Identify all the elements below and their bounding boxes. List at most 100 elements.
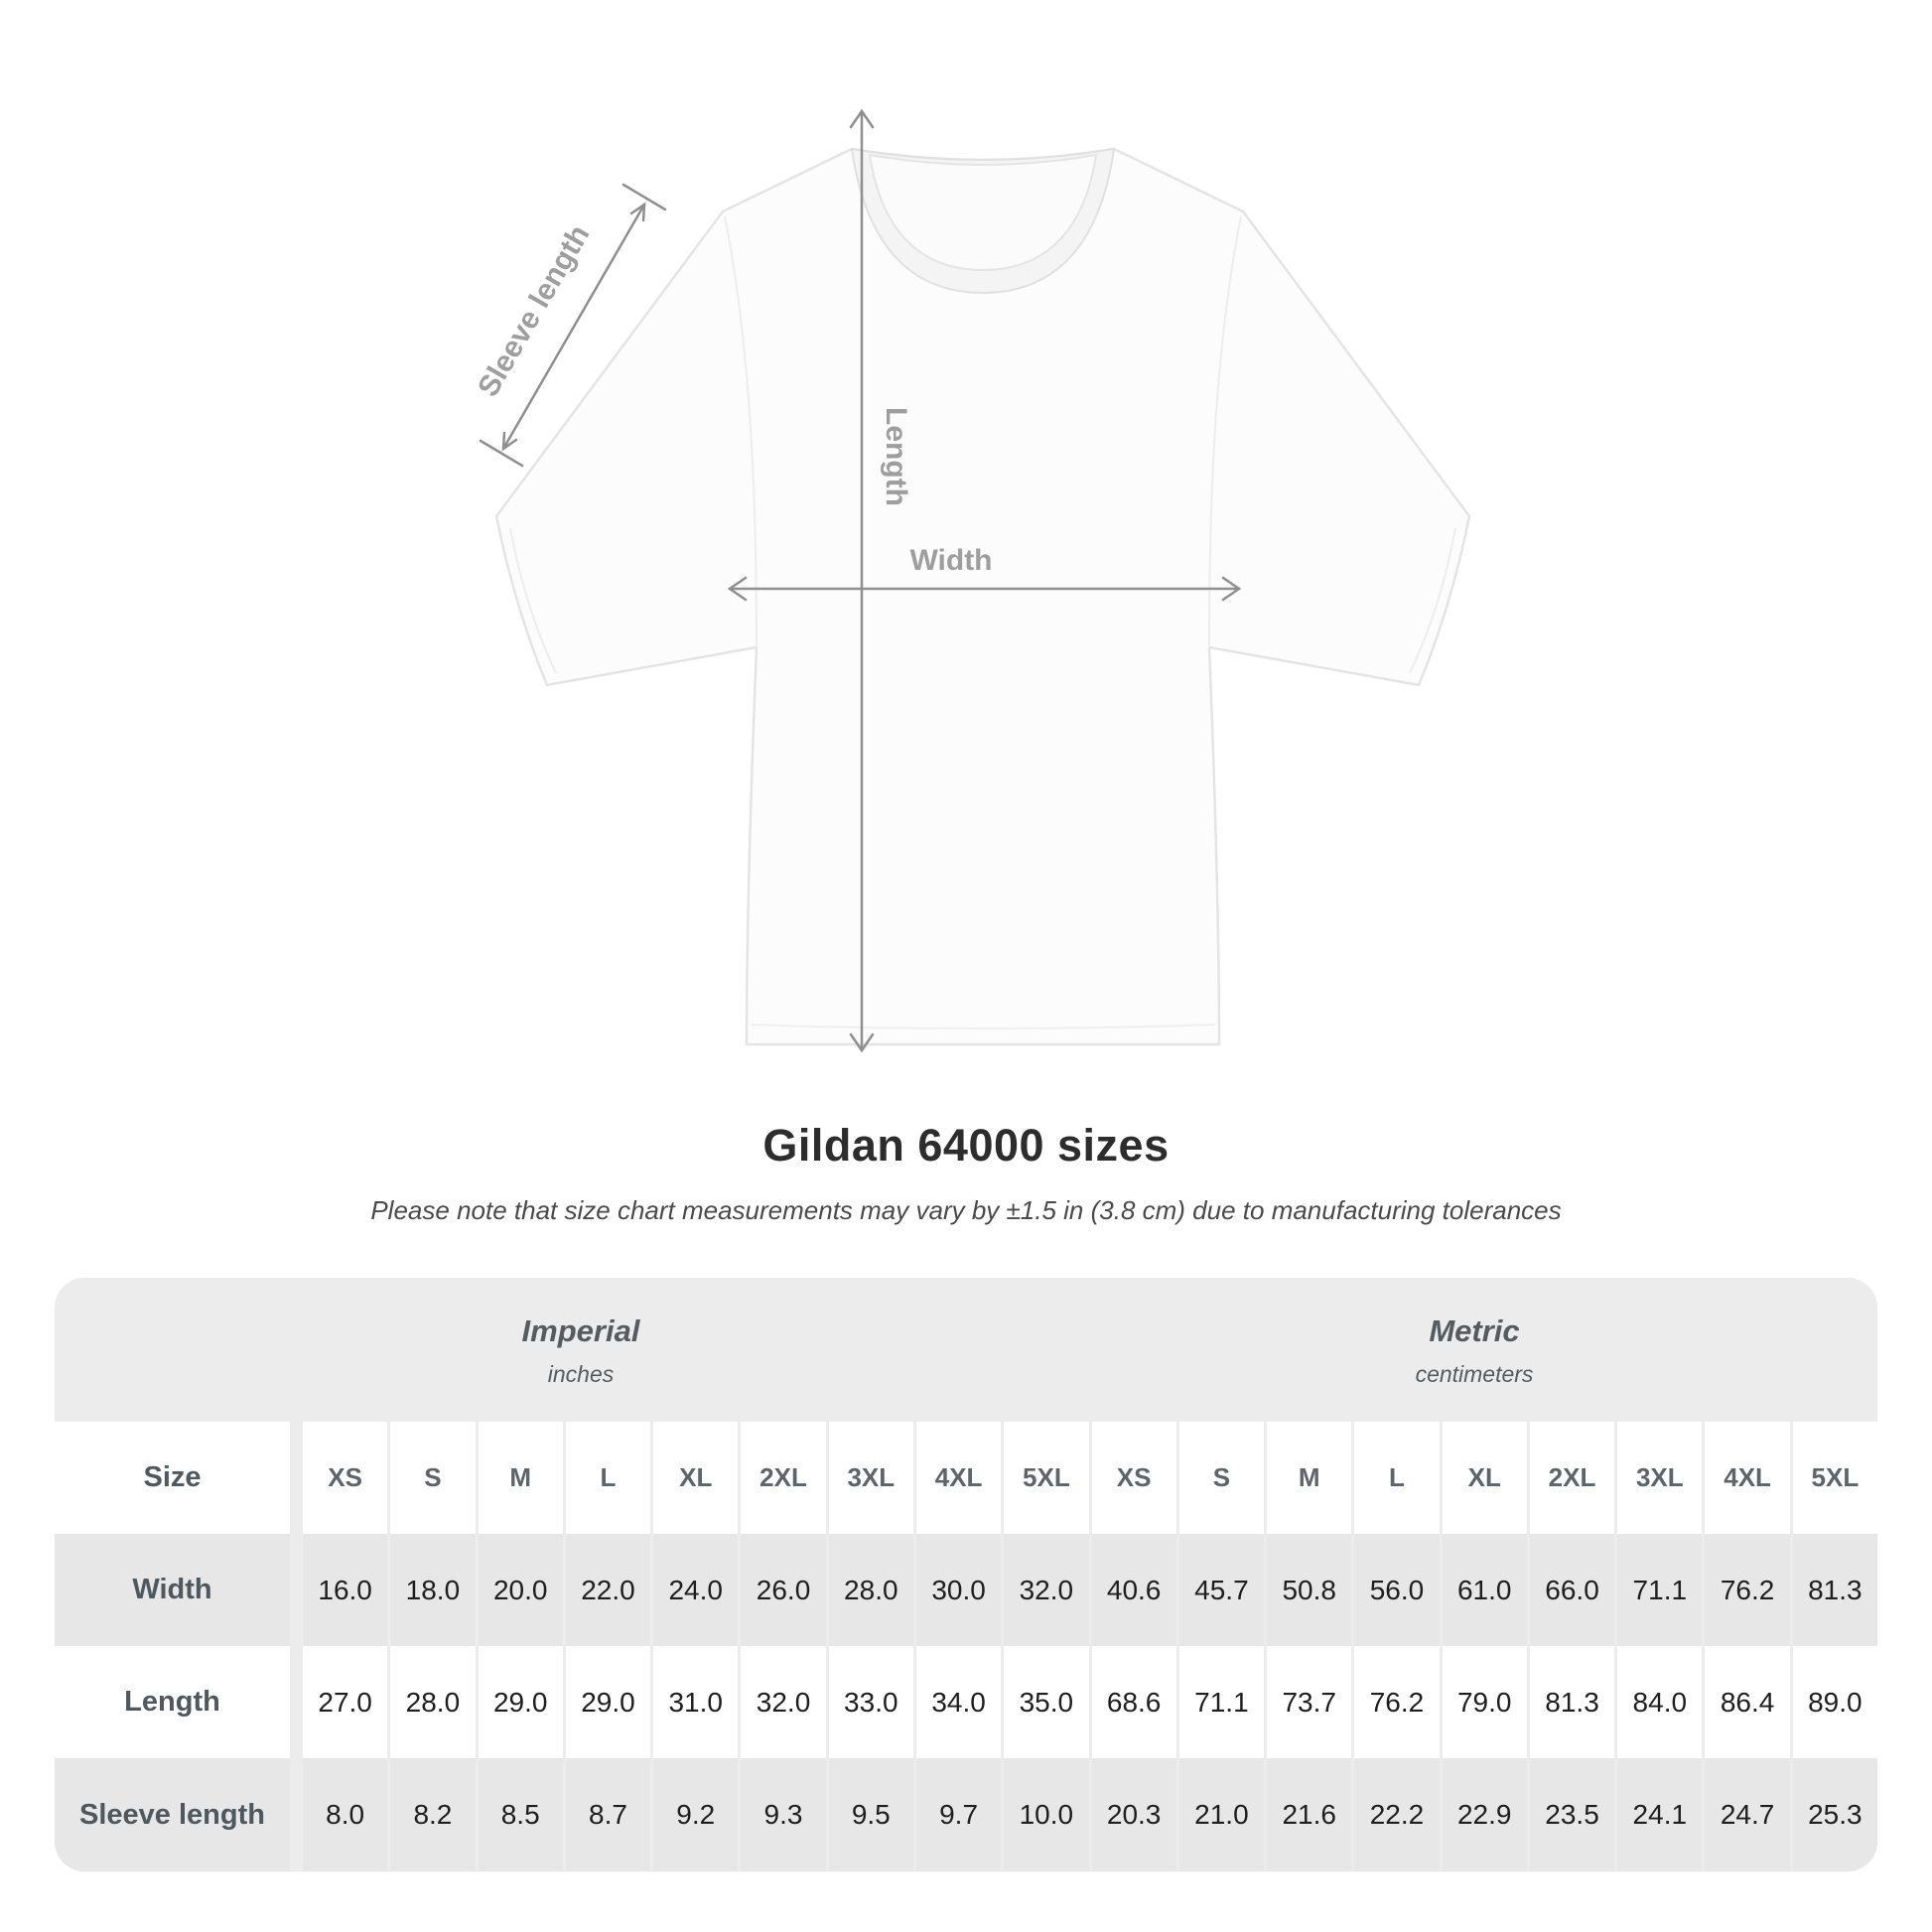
measurement-cell: 73.7 [1267,1646,1352,1758]
size-header-cell: L [565,1422,651,1534]
measurement-cell: 22.0 [565,1534,651,1646]
measurement-cell: 27.0 [303,1646,388,1758]
width-dimension-arrow [727,576,1242,602]
measurement-cell: 29.0 [478,1646,563,1758]
measurement-cell: 32.0 [1004,1534,1089,1646]
tshirt-measurement-diagram: Sleeve length Length Width [472,108,1471,1053]
measurement-cell: 16.0 [303,1534,388,1646]
size-header-cell: S [390,1422,476,1534]
measurement-cell: 71.1 [1617,1534,1703,1646]
metric-heading: Metric [1429,1313,1520,1348]
measurement-cell: 30.0 [915,1534,1002,1646]
measurement-cell: 71.1 [1178,1646,1265,1758]
measurement-cell: 10.0 [1004,1758,1089,1871]
measurement-cell: 33.0 [828,1646,913,1758]
size-header-cell: 3XL [828,1422,913,1534]
measurement-cell: 81.3 [1792,1534,1877,1646]
measurement-cell: 50.8 [1267,1534,1352,1646]
measurement-cell: 9.3 [741,1758,826,1871]
measurement-cell: 35.0 [1004,1646,1089,1758]
measurement-cell: 25.3 [1792,1758,1877,1871]
imperial-unit-group: Imperial inches [283,1278,879,1388]
size-header-cell: S [1178,1422,1265,1534]
tolerance-note: Please note that size chart measurements… [370,1195,1562,1225]
measurement-cell: 79.0 [1442,1646,1527,1758]
tshirt-photo [494,147,1471,1046]
size-header-cell: 5XL [1004,1422,1089,1534]
measurement-cell: 56.0 [1354,1534,1440,1646]
measurement-cell: 26.0 [741,1534,826,1646]
width-row-label: Width [55,1534,300,1646]
measurement-cell: 61.0 [1442,1534,1527,1646]
length-row-label: Length [55,1646,300,1758]
sleeve-seam-left [724,215,758,648]
size-header-cell: XS [1091,1422,1176,1534]
size-row-label: Size [55,1422,300,1534]
measurement-cell: 9.5 [828,1758,913,1871]
measurement-cell: 66.0 [1529,1534,1615,1646]
measurement-cell: 28.0 [390,1646,476,1758]
measurement-cell: 9.2 [653,1758,739,1871]
measurement-cell: 24.0 [653,1534,739,1646]
measurement-cell: 18.0 [390,1534,476,1646]
size-header-cell: L [1354,1422,1440,1534]
size-header-cell: 3XL [1617,1422,1703,1534]
tshirt-collar-inner [868,153,1098,272]
size-table: Imperial inches Metric centimeters Size … [55,1278,1877,1871]
measurement-cell: 89.0 [1792,1646,1877,1758]
measurement-cell: 84.0 [1617,1646,1703,1758]
measurement-cell: 32.0 [741,1646,826,1758]
size-header-cell: M [1267,1422,1352,1534]
measurement-cell: 8.7 [565,1758,651,1871]
measurement-cell: 24.1 [1617,1758,1703,1871]
size-header-cell: XL [1442,1422,1527,1534]
measurement-cell: 9.7 [915,1758,1002,1871]
measurement-cell: 34.0 [915,1646,1002,1758]
metric-unit-label: centimeters [1415,1361,1534,1387]
size-header-cell: M [478,1422,563,1534]
measurement-cell: 8.0 [303,1758,388,1871]
measurement-cell: 76.2 [1705,1534,1790,1646]
measurement-cell: 8.5 [478,1758,563,1871]
length-row: Length 27.0 28.0 29.0 29.0 31.0 32.0 33.… [55,1646,1877,1758]
imperial-heading: Imperial [521,1313,640,1348]
measurement-cell: 68.6 [1091,1646,1176,1758]
size-header-row: Size XS S M L XL 2XL 3XL 4XL 5XL XS S M … [55,1422,1877,1534]
measurement-cell: 21.6 [1267,1758,1352,1871]
bottom-hem-stitch [750,1024,1216,1030]
imperial-unit-label: inches [547,1361,615,1387]
size-header-cell: XL [653,1422,739,1534]
sleeve-length-dimension-arrow [479,183,667,468]
size-header-cell: 2XL [741,1422,826,1534]
measurement-cell: 21.0 [1178,1758,1265,1871]
page-title: Gildan 64000 sizes [762,1120,1170,1171]
sleeve-hem-left [509,527,557,674]
length-dimension-arrow [849,108,875,1053]
sleeve-length-row-label: Sleeve length [55,1758,300,1871]
measurement-cell: 24.7 [1705,1758,1790,1871]
measurement-cell: 20.0 [478,1534,563,1646]
size-header-cell: 5XL [1792,1422,1877,1534]
sleeve-length-label: Sleeve length [472,219,596,402]
size-header-cell: 4XL [1705,1422,1790,1534]
units-band: Imperial inches Metric centimeters [55,1278,1877,1422]
measurement-cell: 40.6 [1091,1534,1176,1646]
size-header-cell: 4XL [915,1422,1002,1534]
tshirt-body [494,147,1471,1046]
measurement-cell: 81.3 [1529,1646,1615,1758]
measurement-cell: 45.7 [1178,1534,1265,1646]
length-label: Length [880,407,912,506]
measurement-cell: 23.5 [1529,1758,1615,1871]
measurement-cell: 76.2 [1354,1646,1440,1758]
measurement-cell: 22.2 [1354,1758,1440,1871]
measurement-cell: 22.9 [1442,1758,1527,1871]
width-row: Width 16.0 18.0 20.0 22.0 24.0 26.0 28.0… [55,1534,1877,1646]
metric-unit-group: Metric centimeters [1176,1278,1772,1388]
sleeve-seam-right [1208,215,1242,648]
sleeve-hem-right [1409,527,1456,674]
measurement-cell: 8.2 [390,1758,476,1871]
size-header-cell: 2XL [1529,1422,1615,1534]
sleeve-length-row: Sleeve length 8.0 8.2 8.5 8.7 9.2 9.3 9.… [55,1758,1877,1871]
measurement-cell: 20.3 [1091,1758,1176,1871]
